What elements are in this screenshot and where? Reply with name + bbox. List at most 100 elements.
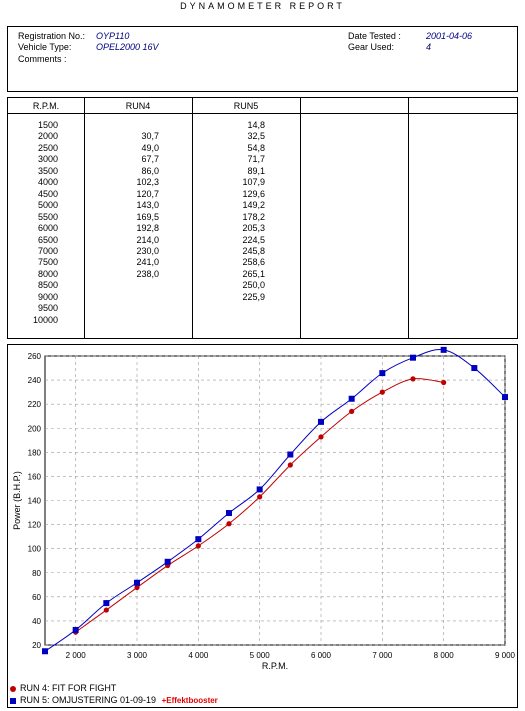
data-point-run5	[164, 558, 171, 565]
red-circle-marker-icon	[10, 685, 16, 692]
run5-cell: 149,2	[242, 200, 265, 211]
rpm-cell: 4500	[37, 188, 58, 199]
rpm-cell: 10000	[32, 314, 58, 325]
run4-cell: 214,0	[136, 234, 159, 245]
column-header-rpm: R.P.M.	[32, 101, 60, 111]
registration-value: OYP110	[96, 31, 130, 41]
legend-annotation: +Effektbooster	[161, 696, 218, 705]
x-tick-label: 2 000	[66, 651, 87, 660]
run5-cell: 258,6	[242, 257, 265, 268]
data-point-run5	[318, 418, 324, 425]
run5-cell: 178,2	[242, 211, 265, 222]
vehicle-info-panel: Registration No.: OYP110 Vehicle Type: O…	[7, 26, 518, 92]
run4-cell: 238,0	[136, 268, 159, 279]
run5-cell: 245,8	[242, 245, 265, 256]
y-tick-label: 140	[28, 497, 42, 506]
data-point-run4	[410, 376, 416, 382]
x-tick-label: 7 000	[372, 651, 393, 660]
results-table: R.P.M. RUN4 RUN5 1500 14,8 2000 30,7 32,5 250…	[7, 97, 518, 339]
table-header-divider	[8, 113, 517, 114]
rpm-cell: 3500	[37, 165, 58, 176]
data-point-run4	[195, 543, 201, 549]
x-axis-label: R.P.M.	[262, 661, 288, 671]
data-point-run5	[42, 648, 48, 655]
data-point-run4	[441, 379, 447, 386]
data-point-run4	[318, 434, 324, 440]
x-tick-label: 3 000	[127, 651, 148, 660]
run5-cell: 14,8	[247, 120, 265, 130]
series-line-run5	[44, 349, 506, 652]
data-point-run5	[440, 346, 447, 353]
rpm-cell: 5000	[37, 200, 58, 211]
y-axis-label: Power (B.H.P.)	[12, 471, 22, 530]
column-divider	[84, 98, 85, 338]
rpm-cell: 1500	[37, 120, 58, 130]
data-point-run5	[410, 354, 416, 361]
data-point-run4	[379, 389, 385, 395]
column-header-run4: RUN4	[125, 101, 151, 111]
data-point-run4	[134, 584, 140, 591]
date-tested-label: Date Tested :	[348, 31, 401, 41]
x-tick-label: 8 000	[434, 651, 455, 660]
report-title: DYNAMOMETER REPORT	[180, 1, 345, 11]
gear-used-value: 4	[426, 42, 432, 52]
data-point-run4	[226, 521, 232, 527]
rpm-cell: 3000	[37, 154, 58, 165]
data-point-run4	[103, 607, 109, 613]
rpm-cell: 8500	[37, 280, 58, 291]
data-point-run5	[256, 486, 263, 493]
rpm-cell: 9500	[37, 303, 58, 314]
run5-cell: 225,9	[242, 291, 265, 302]
blue-square-marker-icon	[10, 697, 16, 704]
run5-cell: 224,5	[242, 234, 265, 245]
data-point-run5	[195, 536, 202, 543]
legend-item-run4: RUN 4: FIT FOR FIGHT	[10, 683, 116, 693]
data-point-run5	[502, 394, 508, 401]
y-tick-label: 20	[32, 641, 41, 650]
run4-cell: 30,7	[141, 131, 159, 142]
legend-label-run4: RUN 4: FIT FOR FIGHT	[20, 683, 117, 693]
rpm-cell: 5500	[37, 211, 58, 222]
run5-cell: 107,9	[242, 177, 265, 188]
column-header-run5: RUN5	[233, 101, 259, 111]
registration-label: Registration No.:	[18, 31, 86, 41]
data-point-run4	[257, 494, 263, 500]
rpm-cell: 2000	[37, 131, 58, 142]
y-tick-label: 80	[32, 569, 41, 578]
data-point-run4	[349, 408, 355, 414]
y-tick-label: 180	[28, 448, 42, 457]
data-point-run5	[471, 365, 478, 372]
run5-cell: 71,7	[247, 154, 265, 165]
vehicle-type-value: OPEL2000 16V	[96, 42, 159, 52]
rpm-cell: 7000	[37, 245, 58, 256]
rpm-cell: 2500	[37, 142, 58, 153]
x-tick-label: 9 000	[495, 651, 516, 660]
y-tick-label: 60	[32, 593, 41, 602]
legend-item-run5: RUN 5: OMJUSTERING 01-09-19 +Effektboost…	[10, 695, 218, 705]
run4-cell: 67,7	[141, 154, 159, 165]
y-tick-label: 200	[28, 424, 42, 433]
column-divider	[192, 98, 193, 338]
run5-cell: 205,3	[242, 223, 265, 234]
power-chart-panel: 20 40 60 80 100 120 140 160 180 200 220 240 260 2 000…	[7, 344, 518, 708]
run5-cell: 54,8	[247, 142, 265, 153]
power-chart: 20 40 60 80 100 120 140 160 180 200 220 240 260 2 000…	[12, 346, 516, 671]
run4-cell: 241,0	[136, 257, 159, 268]
y-tick-label: 160	[28, 472, 42, 481]
rpm-cell: 8000	[37, 268, 58, 279]
x-tick-label: 5 000	[250, 651, 271, 660]
column-divider	[408, 98, 409, 338]
vehicle-type-label: Vehicle Type:	[18, 42, 72, 52]
run5-cell: 129,6	[242, 188, 265, 199]
run4-cell: 169,5	[136, 211, 159, 222]
y-tick-label: 120	[28, 521, 42, 530]
data-point-run5	[72, 626, 79, 633]
run4-cell: 120,7	[136, 188, 159, 199]
run5-cell: 250,0	[242, 280, 265, 291]
data-point-run5	[348, 395, 355, 402]
run4-cell: 86,0	[141, 165, 159, 176]
data-point-run5	[287, 451, 294, 458]
legend-label-run5: RUN 5: OMJUSTERING 01-09-19	[20, 695, 157, 705]
run5-cell: 32,5	[247, 131, 265, 142]
rpm-cell: 9000	[37, 291, 58, 302]
